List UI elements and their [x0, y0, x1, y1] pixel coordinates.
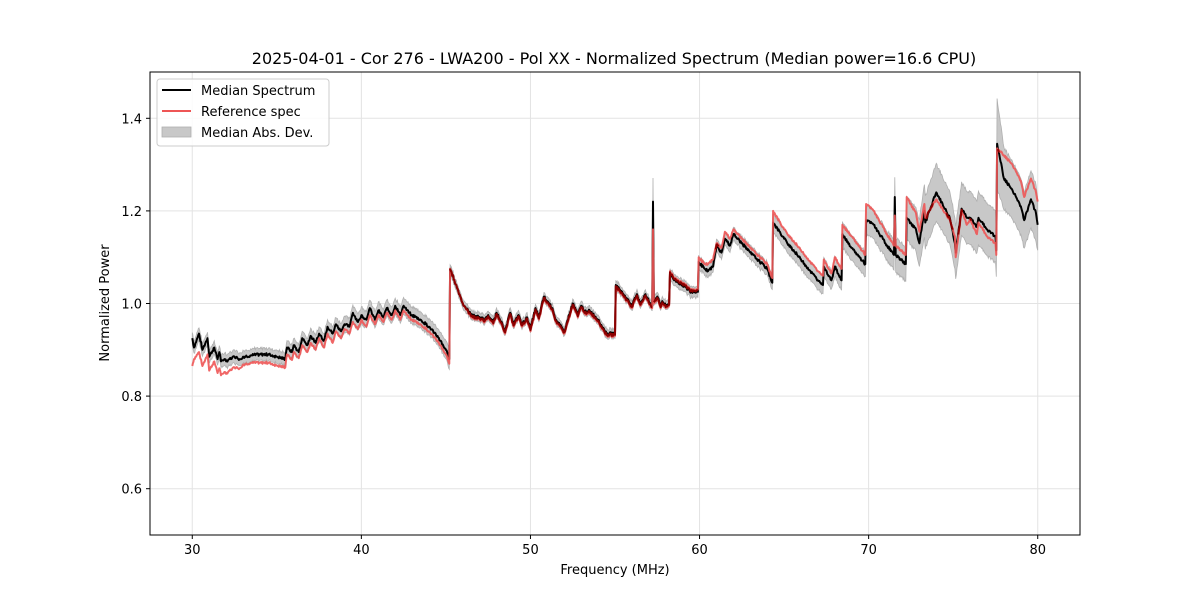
- x-axis-label: Frequency (MHz): [560, 563, 669, 578]
- y-tick-label: 1.0: [121, 298, 142, 313]
- x-tick-label: 80: [1029, 543, 1046, 558]
- x-axis: 30 40 50 60 70 80: [184, 535, 1046, 558]
- legend-mad-swatch: [161, 126, 192, 138]
- legend-reference-label: Reference spec: [201, 105, 301, 120]
- y-tick-label: 1.2: [121, 205, 142, 220]
- legend: Median Spectrum Reference spec Median Ab…: [156, 78, 330, 147]
- x-tick-label: 50: [522, 543, 539, 558]
- x-tick-label: 60: [691, 543, 708, 558]
- legend-median-label: Median Spectrum: [201, 84, 315, 99]
- y-axis-label: Normalized Power: [98, 244, 113, 362]
- x-tick-label: 40: [353, 543, 370, 558]
- x-tick-label: 70: [860, 543, 877, 558]
- mad-band: [191, 98, 1039, 371]
- y-tick-label: 0.8: [121, 390, 142, 405]
- series-layer: [191, 98, 1039, 377]
- legend-mad-label: Median Abs. Dev.: [201, 126, 313, 141]
- y-tick-label: 1.4: [121, 112, 142, 127]
- chart-title: 2025-04-01 - Cor 276 - LWA200 - Pol XX -…: [252, 49, 976, 68]
- overlap-line: [449, 148, 1001, 337]
- legend-box: [156, 78, 330, 147]
- y-axis: 0.6 0.8 1.0 1.2 1.4: [121, 112, 150, 498]
- y-tick-label: 0.6: [121, 483, 142, 498]
- x-tick-label: 30: [184, 543, 201, 558]
